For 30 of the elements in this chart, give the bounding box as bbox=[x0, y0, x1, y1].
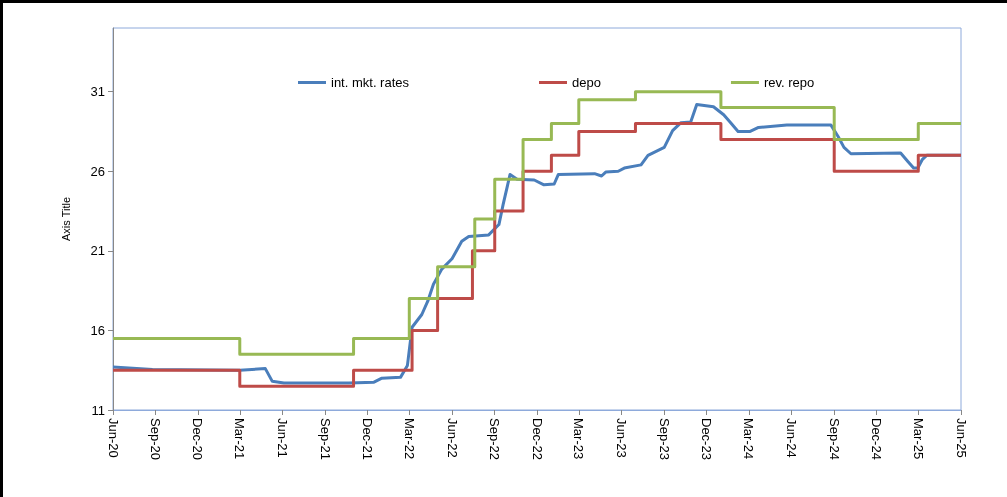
legend-label: depo bbox=[572, 75, 601, 90]
x-tick-label: Dec-21 bbox=[359, 418, 375, 460]
legend-label: int. mkt. rates bbox=[331, 75, 410, 90]
x-tick-label: Dec-24 bbox=[868, 418, 884, 460]
y-tick-label: 31 bbox=[90, 84, 105, 100]
y-tick-label: 21 bbox=[90, 243, 105, 259]
legend-label: rev. repo bbox=[763, 75, 815, 90]
x-tick-label: Sep-21 bbox=[317, 418, 333, 460]
x-tick-label: Mar-24 bbox=[741, 418, 757, 460]
x-tick-label: Mar-21 bbox=[232, 418, 248, 460]
x-tick-label: Sep-22 bbox=[487, 418, 503, 460]
y-tick-label: 16 bbox=[90, 322, 105, 338]
x-tick-label: Mar-25 bbox=[910, 418, 926, 460]
x-tick-label: Mar-22 bbox=[401, 418, 417, 460]
x-tick-label: Sep-24 bbox=[826, 418, 842, 460]
x-tick-label: Dec-22 bbox=[529, 418, 545, 460]
x-tick-label: Jun-20 bbox=[105, 418, 121, 458]
x-tick-label: Jun-22 bbox=[444, 418, 460, 458]
x-tick-label: Dec-23 bbox=[699, 418, 715, 460]
x-tick-label: Mar-23 bbox=[571, 418, 587, 460]
y-tick-label: 26 bbox=[90, 163, 105, 179]
x-tick-label: Jun-24 bbox=[783, 418, 799, 458]
y-tick-label: 11 bbox=[91, 402, 105, 418]
y-axis-title: Axis Title bbox=[59, 196, 72, 242]
x-tick-label: Dec-20 bbox=[190, 418, 206, 460]
x-tick-label: Jun-23 bbox=[614, 418, 630, 458]
x-tick-label: Jun-25 bbox=[953, 418, 969, 458]
x-tick-label: Jun-21 bbox=[275, 418, 291, 458]
x-tick-label: Sep-23 bbox=[656, 418, 672, 460]
x-tick-label: Sep-20 bbox=[148, 418, 164, 460]
